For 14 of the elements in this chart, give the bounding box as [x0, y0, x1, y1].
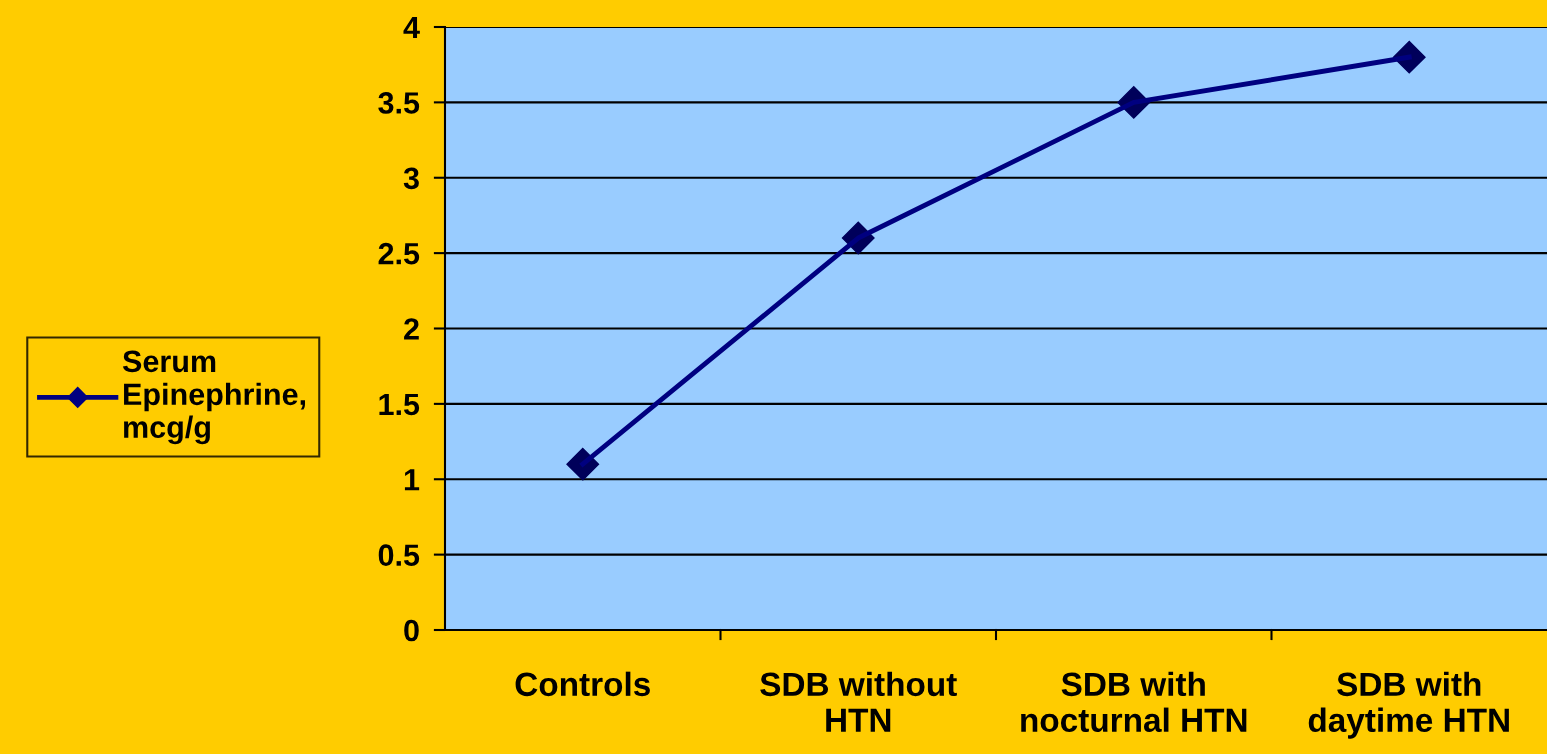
legend-label: Serum Epinephrine, mcg/g [122, 350, 306, 445]
y-tick-label: 1 [404, 469, 420, 491]
y-tick-label: 0 [404, 619, 419, 642]
y-tick-label: 3 [403, 167, 419, 190]
x-tick-label: Controls [515, 671, 650, 697]
y-tick-label: 1.5 [379, 393, 420, 416]
x-tick-label: SDB with daytime HTN [1308, 671, 1509, 739]
y-tick-label: 4 [403, 17, 420, 39]
y-tick-label: 2 [404, 318, 419, 340]
x-tick-label: SDB with nocturnal HTN [1021, 671, 1247, 733]
y-tick-label: 2.5 [378, 242, 420, 265]
y-tick-label: 0.5 [378, 544, 420, 566]
y-tick-label: 3.5 [378, 92, 420, 114]
x-tick-label: SDB without HTN [760, 671, 957, 732]
